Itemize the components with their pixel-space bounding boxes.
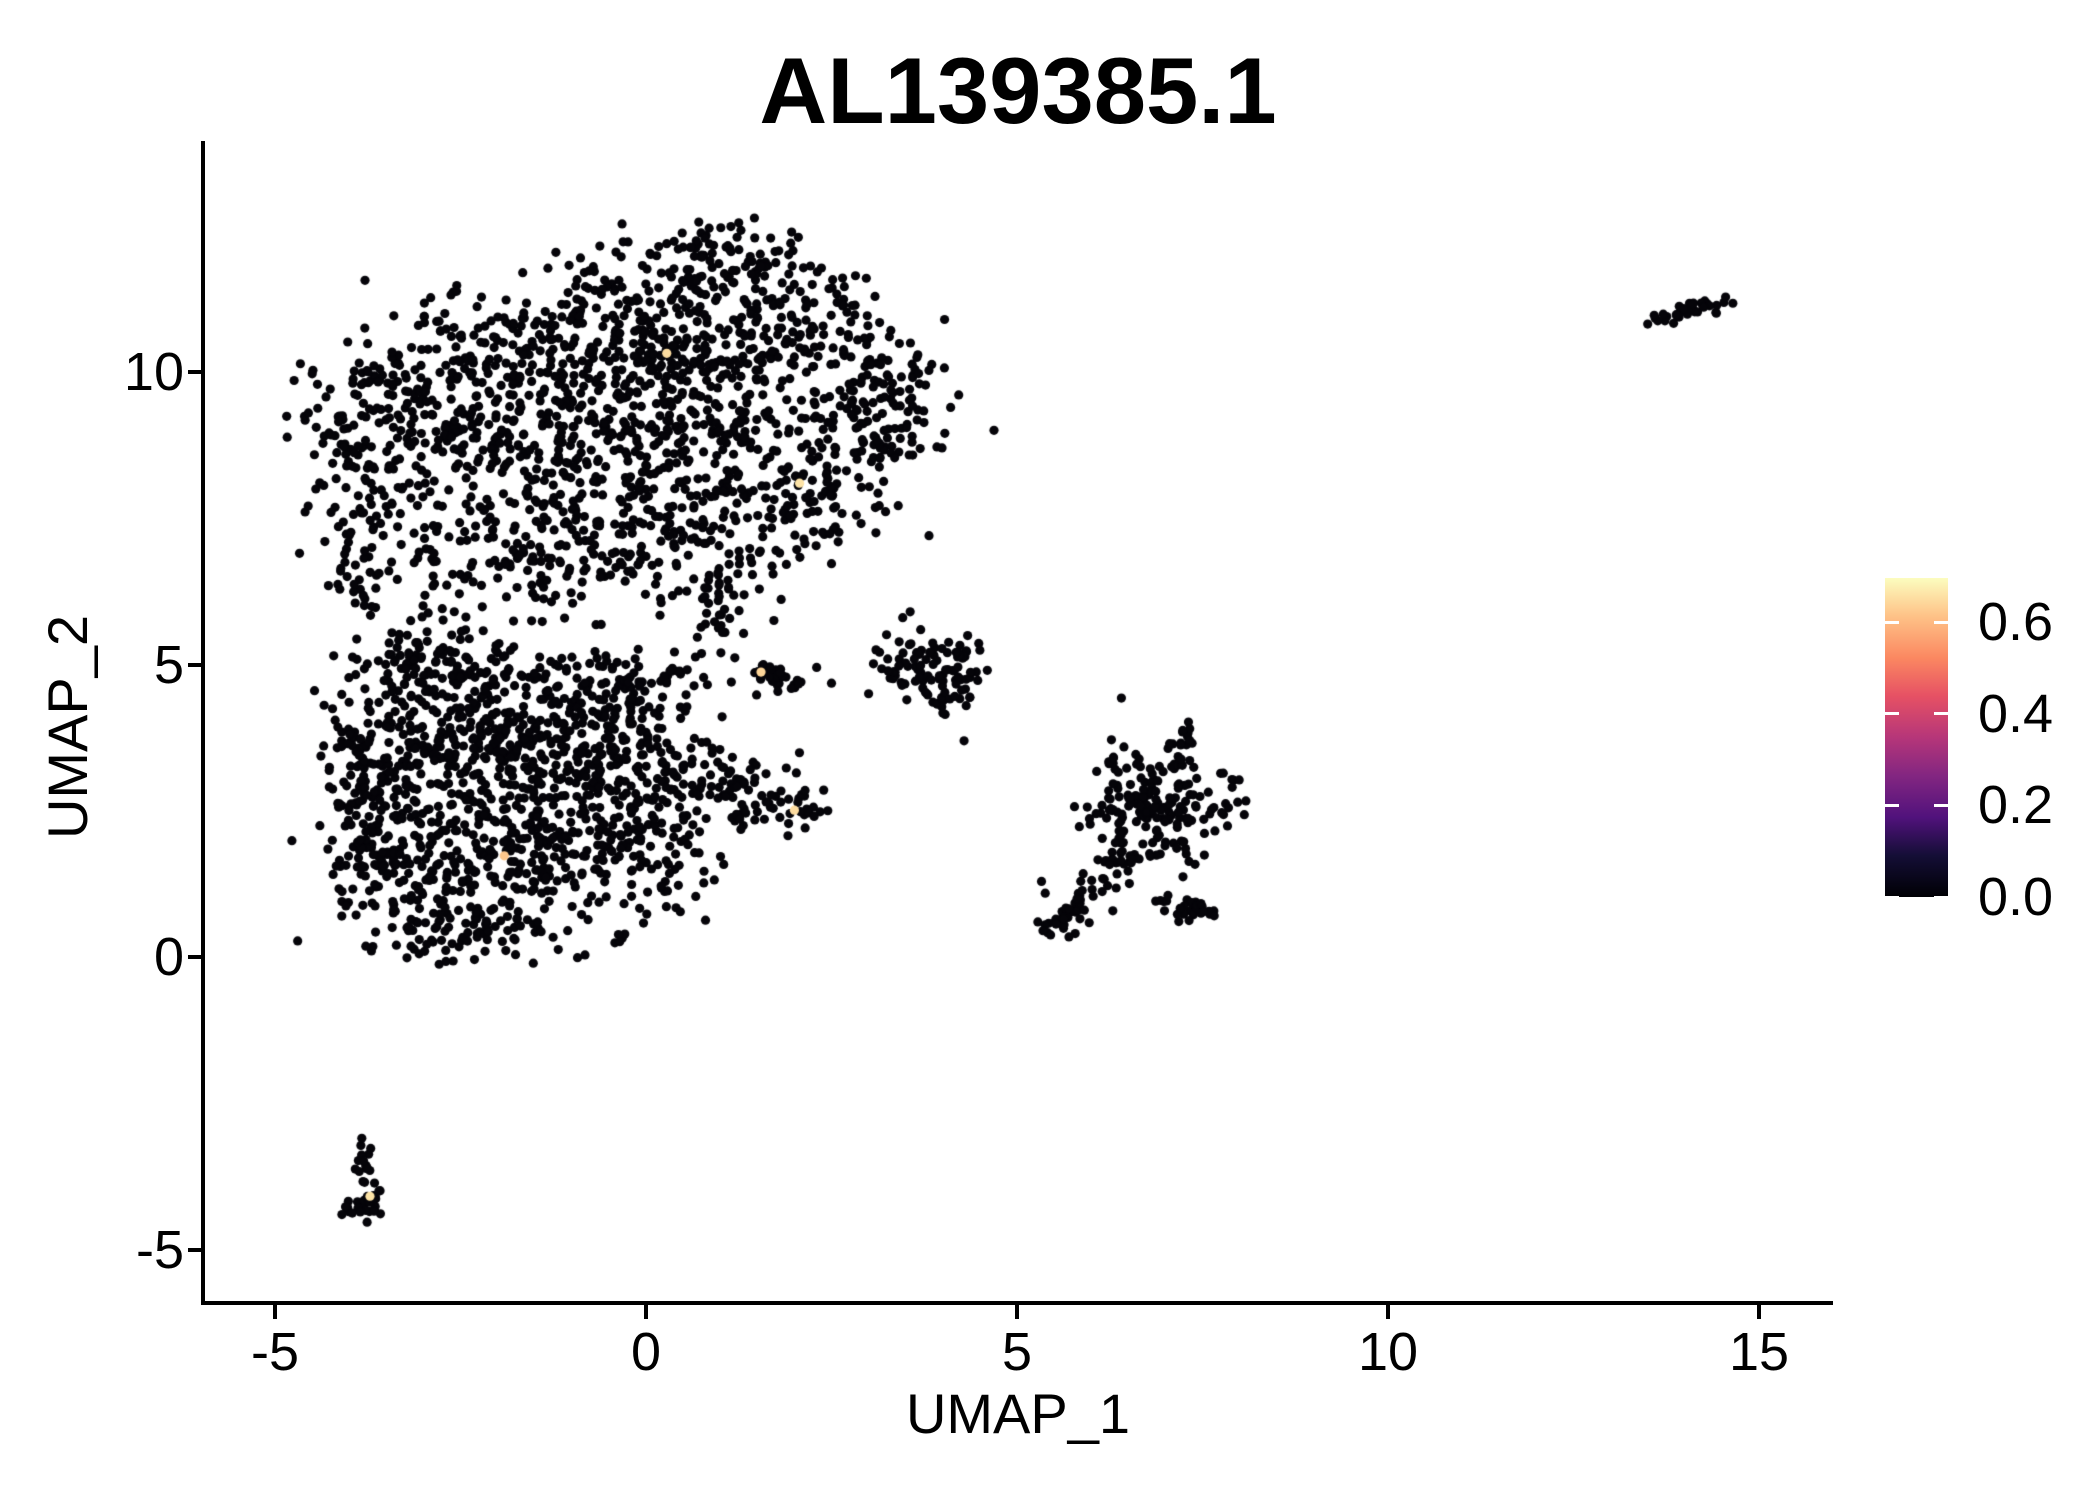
- x-tick-mark: [1757, 1305, 1761, 1319]
- colorbar-tick-mark: [1934, 620, 1948, 624]
- y-tick-mark: [188, 1247, 202, 1252]
- colorbar-tick-label: 0.2: [1978, 775, 2054, 836]
- colorbar-tick-label: 0.0: [1978, 867, 2054, 927]
- colorbar-tick-mark: [1885, 895, 1899, 897]
- colorbar-tick-mark: [1934, 803, 1948, 807]
- x-axis-title: UMAP_1: [905, 1382, 1131, 1445]
- y-tick-mark: [188, 955, 202, 959]
- x-axis-line: [201, 1301, 1833, 1305]
- y-axis-line: [201, 141, 205, 1305]
- colorbar-tick-label: 0.4: [1978, 683, 2054, 744]
- colorbar-tick-mark: [1885, 620, 1899, 624]
- colorbar-tick-mark: [1885, 712, 1899, 716]
- x-tick-label: 15: [1728, 1322, 1790, 1382]
- colorbar-tick-mark: [1885, 803, 1899, 807]
- expression-colorbar: [1885, 578, 1948, 897]
- y-tick-label: 5: [153, 634, 184, 695]
- x-tick-mark: [1386, 1305, 1390, 1319]
- y-tick-label: -5: [135, 1219, 184, 1280]
- y-axis-title: UMAP_2: [36, 614, 99, 840]
- x-tick-mark: [1015, 1305, 1019, 1319]
- colorbar-tick-mark: [1934, 712, 1948, 716]
- x-tick-label: 0: [630, 1322, 662, 1382]
- y-tick-mark: [188, 662, 202, 667]
- y-tick-mark: [188, 370, 202, 374]
- colorbar-tick-mark: [1934, 895, 1948, 897]
- y-tick-label: 10: [123, 342, 184, 402]
- x-tick-label: 5: [1001, 1322, 1033, 1382]
- x-tick-label: -5: [250, 1322, 299, 1382]
- colorbar-tick-label: 0.6: [1978, 592, 2054, 653]
- x-tick-mark: [644, 1305, 648, 1319]
- x-tick-mark: [273, 1305, 277, 1319]
- y-tick-label: 0: [153, 927, 184, 987]
- x-tick-label: 10: [1357, 1322, 1419, 1382]
